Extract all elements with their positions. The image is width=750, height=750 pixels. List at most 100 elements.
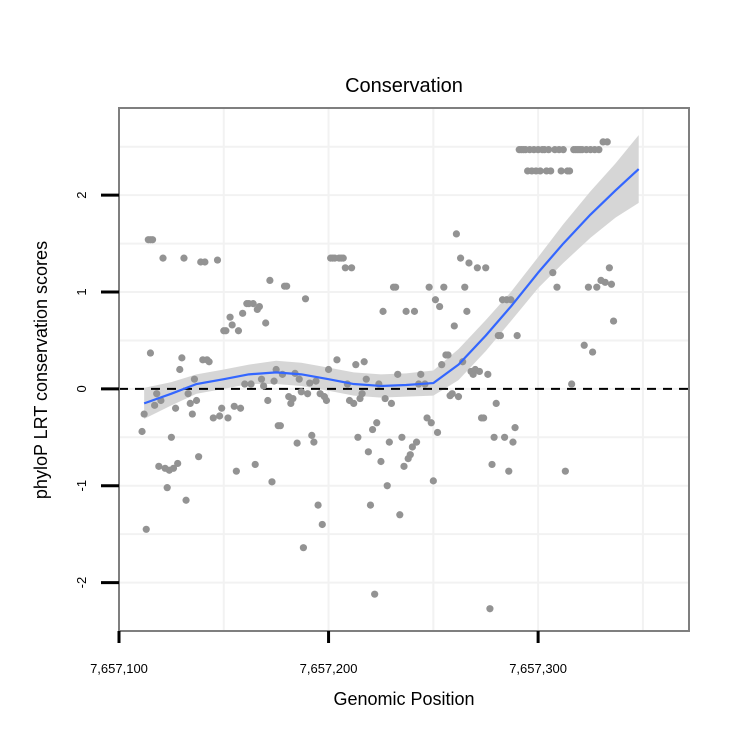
data-point	[496, 332, 504, 340]
data-point	[174, 459, 182, 468]
data-point	[249, 300, 257, 308]
data-point	[293, 439, 301, 447]
data-point	[190, 375, 199, 383]
y-tick-label: 1	[74, 288, 89, 295]
data-point	[507, 296, 515, 304]
data-point	[299, 544, 308, 552]
data-point	[412, 438, 421, 446]
data-point	[450, 322, 458, 330]
data-point	[178, 354, 186, 362]
data-point	[251, 460, 259, 469]
data-point	[482, 264, 490, 272]
data-point	[339, 254, 347, 262]
data-point	[234, 327, 243, 335]
data-points	[138, 138, 618, 613]
data-point	[488, 460, 496, 469]
data-point	[297, 388, 305, 396]
data-point	[215, 412, 224, 420]
data-point	[505, 467, 513, 475]
data-point	[423, 414, 431, 422]
data-point	[176, 365, 184, 374]
data-point	[486, 605, 494, 613]
data-point	[153, 390, 161, 398]
y-tick-label: -2	[74, 577, 89, 589]
data-point	[138, 427, 146, 436]
data-point	[148, 236, 157, 244]
data-point	[257, 375, 266, 383]
data-point	[239, 309, 247, 317]
data-point	[201, 258, 209, 266]
data-point	[377, 457, 385, 466]
data-point	[490, 433, 498, 441]
data-point	[559, 146, 567, 154]
data-point	[473, 264, 481, 272]
y-axis-label: phyloP LRT conservation scores	[31, 241, 51, 499]
data-point	[431, 296, 440, 304]
data-point	[387, 399, 396, 407]
data-point	[312, 377, 320, 385]
data-point	[463, 307, 471, 315]
data-point	[213, 256, 222, 264]
data-point	[264, 396, 272, 405]
data-point	[209, 414, 217, 422]
panel-border	[118, 107, 690, 632]
data-point	[429, 477, 437, 485]
data-point	[255, 302, 264, 311]
data-point	[381, 394, 389, 403]
data-point	[436, 302, 444, 311]
data-point	[236, 404, 245, 412]
data-point	[146, 349, 155, 357]
data-point	[373, 419, 381, 427]
data-point	[536, 167, 544, 175]
data-point	[184, 390, 192, 398]
data-point	[289, 394, 297, 403]
data-point	[492, 399, 500, 407]
data-point	[433, 428, 442, 437]
data-point	[544, 146, 553, 154]
data-point	[438, 361, 446, 369]
data-point	[266, 276, 274, 284]
data-point	[385, 438, 393, 446]
smooth-line	[143, 168, 640, 405]
data-point	[268, 478, 276, 486]
smooth-curve	[143, 168, 640, 405]
data-point	[262, 319, 270, 327]
data-point	[230, 402, 238, 410]
confidence-band	[144, 135, 639, 419]
data-point	[155, 462, 163, 470]
data-point	[402, 307, 410, 315]
data-point	[226, 313, 234, 321]
data-point	[484, 370, 492, 378]
data-point	[408, 443, 416, 451]
data-point	[465, 259, 473, 267]
data-point	[584, 283, 593, 291]
data-point	[205, 358, 213, 366]
chart-title: Conservation	[345, 75, 463, 97]
data-point	[270, 377, 278, 385]
data-point	[301, 295, 310, 303]
x-axis-label: Genomic Position	[333, 689, 474, 709]
data-point	[609, 317, 618, 325]
data-point	[593, 283, 601, 291]
data-point	[272, 365, 280, 374]
data-point	[324, 365, 333, 374]
data-point	[318, 520, 326, 529]
data-point	[454, 393, 463, 401]
data-point	[232, 467, 240, 475]
data-point	[224, 414, 232, 422]
data-point	[180, 254, 188, 262]
x-tick-label: 7,657,100	[90, 661, 148, 676]
data-point	[259, 382, 268, 390]
data-point	[222, 327, 230, 335]
data-point	[379, 307, 387, 315]
data-point	[241, 380, 249, 388]
data-point	[580, 341, 588, 349]
data-point	[605, 264, 613, 272]
data-point	[283, 282, 291, 290]
data-point	[140, 410, 148, 418]
data-point	[509, 438, 517, 446]
data-point	[354, 433, 362, 441]
data-point	[171, 404, 180, 412]
data-point	[348, 264, 356, 272]
